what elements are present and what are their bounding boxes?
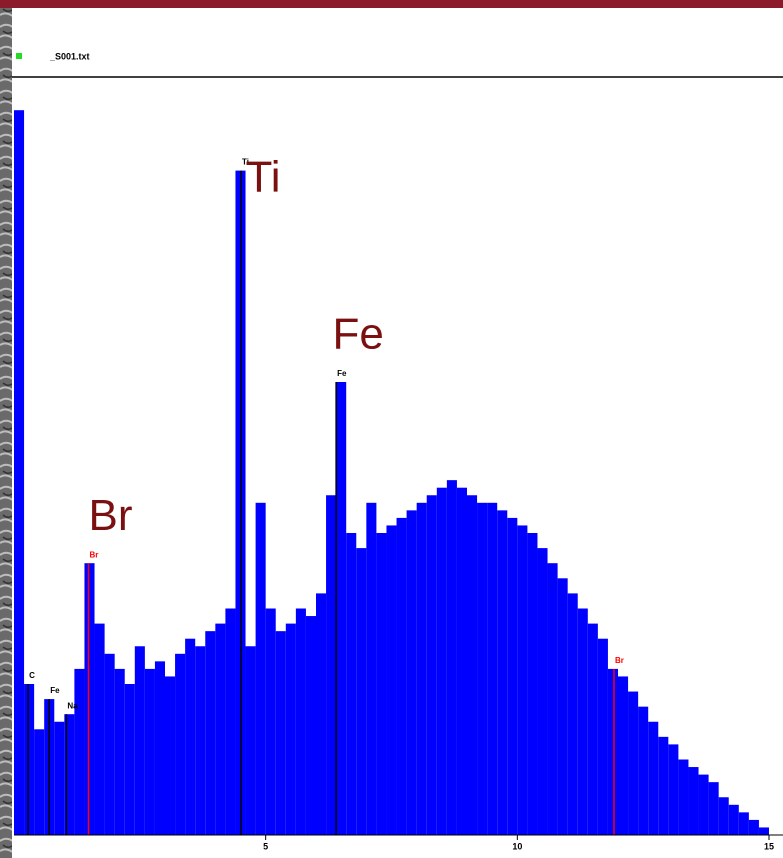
bar	[94, 623, 105, 835]
bar	[386, 525, 397, 835]
bar	[74, 668, 85, 835]
bar	[497, 510, 508, 835]
bar	[477, 502, 488, 835]
bar	[426, 495, 437, 835]
bar	[245, 646, 256, 835]
bar	[728, 804, 739, 835]
bar	[708, 782, 719, 835]
bar	[587, 623, 598, 835]
file-name: _S001.txt	[49, 51, 90, 61]
bar	[84, 563, 95, 835]
bar	[285, 623, 296, 835]
bar	[185, 638, 196, 835]
bar	[225, 608, 236, 835]
bar	[265, 608, 276, 835]
bar	[346, 533, 357, 835]
bar	[638, 706, 649, 835]
bar	[658, 736, 669, 835]
peak-label: Br	[615, 656, 624, 665]
bar	[114, 668, 125, 835]
bar	[366, 502, 377, 835]
bar	[446, 480, 457, 835]
bar	[487, 502, 498, 835]
bar	[758, 827, 769, 835]
element-annotation: Fe	[332, 310, 383, 359]
bar	[456, 487, 467, 835]
bar	[467, 495, 478, 835]
bar	[618, 676, 629, 835]
bar	[64, 714, 75, 835]
bar	[275, 631, 286, 835]
bar	[14, 110, 25, 835]
peak-label: Fe	[50, 686, 60, 695]
bar	[305, 616, 316, 835]
bar	[255, 502, 266, 835]
bar	[597, 638, 608, 835]
bar	[24, 684, 35, 835]
bar	[648, 721, 659, 835]
bar	[316, 593, 327, 835]
bar	[738, 812, 749, 835]
element-annotation: Br	[88, 491, 132, 540]
bar	[537, 548, 548, 835]
bar	[688, 767, 699, 835]
bar	[326, 495, 337, 835]
bar	[54, 721, 65, 835]
header-bar	[0, 0, 783, 8]
bar	[527, 533, 538, 835]
bar	[436, 487, 447, 835]
bar	[205, 631, 216, 835]
x-tick-label: 5	[263, 841, 268, 851]
bar	[547, 563, 558, 835]
bar	[356, 548, 367, 835]
bar	[295, 608, 306, 835]
bar	[748, 819, 759, 835]
bar	[507, 517, 518, 835]
bar	[175, 653, 186, 835]
sem-strip	[0, 8, 12, 858]
bar	[678, 759, 689, 835]
series-swatch	[16, 53, 22, 59]
bar	[406, 510, 417, 835]
bar	[557, 578, 568, 835]
bar	[134, 646, 145, 835]
element-annotation: Ti	[245, 153, 280, 202]
peak-label: C	[29, 671, 35, 680]
bar	[416, 502, 427, 835]
bar	[124, 684, 135, 835]
bar	[517, 525, 528, 835]
bar	[567, 593, 578, 835]
bar	[668, 744, 679, 835]
bar	[215, 623, 226, 835]
peak-label: Fe	[337, 369, 347, 378]
peak-label: Na	[67, 701, 78, 710]
x-tick-label: 15	[764, 841, 774, 851]
x-tick-label: 10	[512, 841, 522, 851]
bar	[195, 646, 206, 835]
bar	[165, 676, 176, 835]
bar	[376, 533, 387, 835]
bar	[698, 774, 709, 835]
peak-label: Ti	[242, 158, 249, 167]
bar	[336, 382, 347, 835]
peak-label: Br	[89, 550, 98, 559]
bar	[628, 691, 639, 835]
bar	[607, 668, 618, 835]
bar	[577, 608, 588, 835]
bar	[34, 729, 45, 835]
bar	[104, 653, 115, 835]
bar	[144, 668, 155, 835]
bar	[718, 797, 729, 835]
bar	[154, 661, 165, 835]
bar	[396, 517, 407, 835]
